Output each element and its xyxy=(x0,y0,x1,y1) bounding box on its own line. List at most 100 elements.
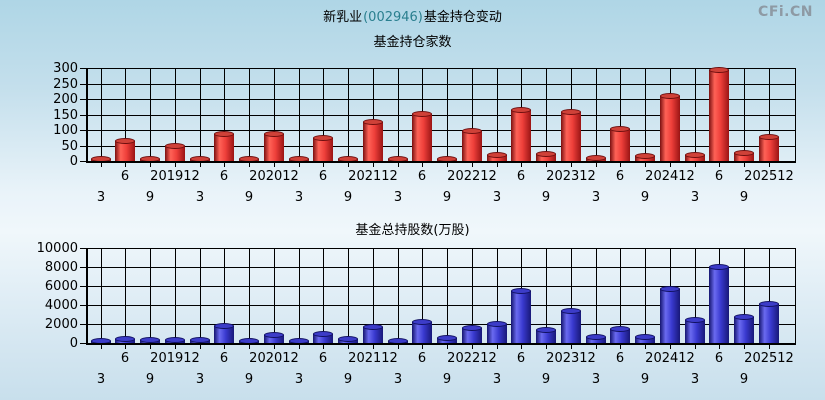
x-axis-tick xyxy=(125,163,126,167)
bar-cap xyxy=(115,138,135,144)
x-axis-tick xyxy=(769,163,770,167)
x-tick-label: 6 xyxy=(615,169,625,184)
x-axis-tick xyxy=(670,345,671,349)
bar-202409 xyxy=(635,153,655,161)
bar-cap xyxy=(313,135,333,141)
x-axis-tick xyxy=(101,163,102,167)
bar-202206 xyxy=(412,111,432,161)
bar-cap xyxy=(511,288,531,294)
x-tick-label: 3 xyxy=(690,372,700,387)
x-axis-tick xyxy=(398,163,399,167)
x-axis-tick xyxy=(274,345,275,349)
x-axis-tick xyxy=(125,345,126,349)
x-axis-tick xyxy=(645,163,646,167)
x-axis-tick xyxy=(695,163,696,167)
bar-202312 xyxy=(561,109,581,161)
x-axis-tick xyxy=(348,163,349,167)
bar-cap xyxy=(214,131,234,137)
x-tick-label: 9 xyxy=(739,372,749,387)
y-tick-label: 100 xyxy=(53,123,78,138)
bar-202212 xyxy=(462,325,482,343)
bar-202106 xyxy=(313,331,333,343)
grid-line-vertical xyxy=(224,68,225,161)
x-axis-tick xyxy=(348,345,349,349)
bar-202512 xyxy=(759,134,779,161)
x-tick-label: 9 xyxy=(343,190,353,205)
grid-line-vertical xyxy=(323,248,324,343)
x-tick-label: 3 xyxy=(195,372,205,387)
plot-right-border xyxy=(795,68,796,161)
x-axis-tick xyxy=(521,345,522,349)
bottom-chart-title: 基金总持股数(万股) xyxy=(355,223,470,238)
grid-line-vertical xyxy=(150,248,151,343)
x-axis-tick xyxy=(150,163,151,167)
y-axis-tick xyxy=(80,267,86,268)
bar-202003 xyxy=(190,337,210,343)
x-axis-tick xyxy=(150,345,151,349)
bar-202403 xyxy=(586,334,606,343)
bar-cap xyxy=(610,326,630,332)
x-tick-label: 202112 xyxy=(348,351,398,366)
bar-cap xyxy=(561,109,581,115)
x-tick-label: 9 xyxy=(541,372,551,387)
grid-line-vertical xyxy=(299,68,300,161)
x-tick-label: 3 xyxy=(393,190,403,205)
x-tick-label: 6 xyxy=(417,351,427,366)
stock-name: 新乳业 xyxy=(323,10,363,25)
bar-202309 xyxy=(536,327,556,343)
bar-202306 xyxy=(511,107,531,161)
x-tick-label: 9 xyxy=(442,372,452,387)
x-tick-label: 202512 xyxy=(744,351,794,366)
x-tick-label: 6 xyxy=(516,351,526,366)
bar-cap xyxy=(635,153,655,159)
fund-total-shares-chart: 0 2000 4000 6000 8000 10000 3 6 9 201912 3 6 9 202012… xyxy=(37,241,796,387)
bar-cap xyxy=(437,335,457,341)
grid-line-vertical xyxy=(348,248,349,343)
bar-cap xyxy=(487,152,507,158)
grid-line-vertical xyxy=(348,68,349,161)
bar-cap xyxy=(190,337,210,343)
x-tick-label: 3 xyxy=(591,190,601,205)
bar-202406 xyxy=(610,126,630,161)
bar-202112 xyxy=(363,324,383,343)
bar-cap xyxy=(586,155,606,161)
x-tick-label: 202012 xyxy=(249,169,299,184)
y-tick-label: 8000 xyxy=(44,260,78,275)
bar-202209 xyxy=(437,335,457,343)
grid-line-vertical xyxy=(175,68,176,161)
grid-line-vertical xyxy=(299,248,300,343)
grid-line-vertical xyxy=(546,68,547,161)
x-axis-tick xyxy=(695,345,696,349)
x-tick-label: 9 xyxy=(739,190,749,205)
x-axis-tick xyxy=(224,345,225,349)
grid-line-vertical xyxy=(596,68,597,161)
plot-right-border xyxy=(795,248,796,343)
x-tick-label: 9 xyxy=(145,372,155,387)
bar-202506 xyxy=(709,264,729,343)
bar-cap xyxy=(660,93,680,99)
grid-line-vertical xyxy=(620,68,621,161)
y-axis xyxy=(86,248,88,345)
grid-line-vertical xyxy=(101,248,102,343)
grid-line-vertical xyxy=(249,68,250,161)
bar-cap xyxy=(165,143,185,149)
x-axis-tick xyxy=(299,345,300,349)
x-tick-label: 3 xyxy=(96,372,106,387)
x-axis-tick xyxy=(472,163,473,167)
grid-line-horizontal xyxy=(88,68,795,69)
x-tick-label: 202412 xyxy=(645,351,695,366)
y-axis-tick xyxy=(80,305,86,306)
x-tick-label: 9 xyxy=(640,372,650,387)
x-axis-tick xyxy=(398,345,399,349)
grid-line-vertical xyxy=(125,248,126,343)
bar-202306 xyxy=(511,288,531,343)
x-tick-label: 3 xyxy=(690,190,700,205)
x-tick-label: 9 xyxy=(541,190,551,205)
x-axis-tick xyxy=(373,163,374,167)
bar-202303 xyxy=(487,321,507,343)
y-tick-label: 150 xyxy=(53,108,78,123)
x-tick-label: 9 xyxy=(244,190,254,205)
x-axis-tick xyxy=(645,345,646,349)
grid-line-vertical xyxy=(472,68,473,161)
x-tick-label: 6 xyxy=(120,351,130,366)
